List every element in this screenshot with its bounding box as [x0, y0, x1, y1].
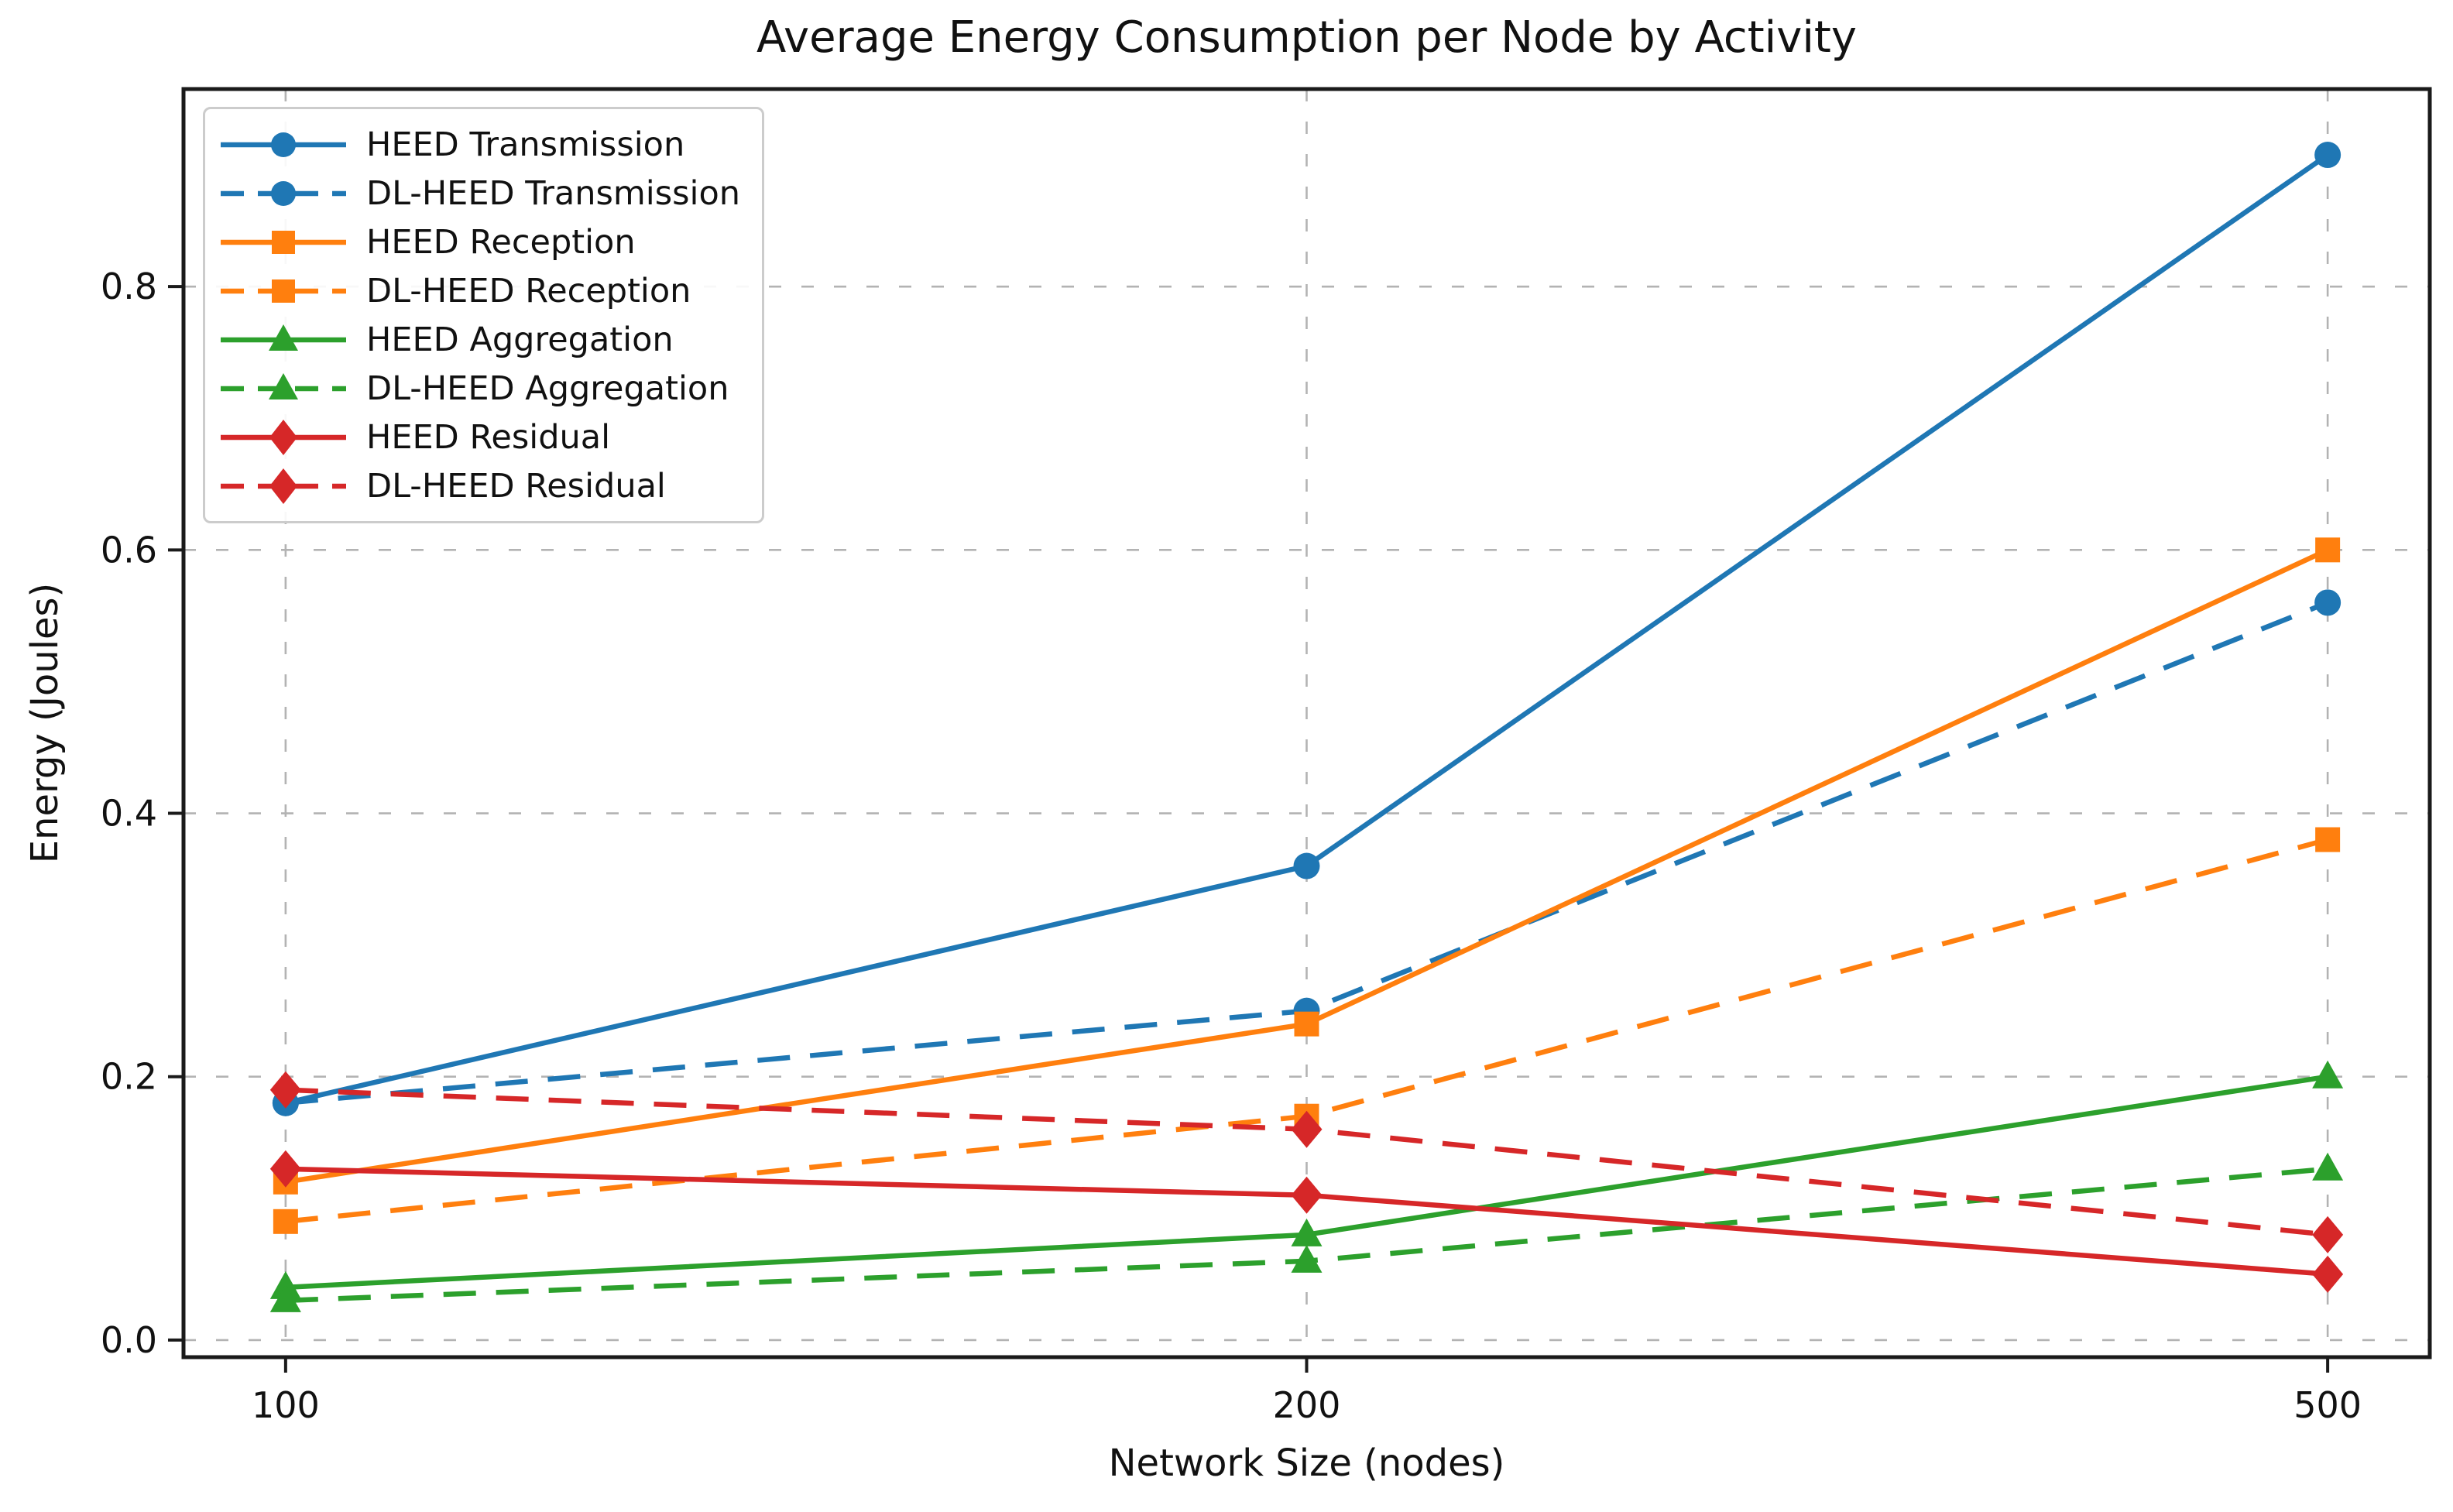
legend-label: HEED Aggregation	[366, 320, 674, 359]
y-tick-label: 0.8	[101, 266, 157, 307]
legend-item: DL-HEED Residual	[218, 461, 740, 510]
x-tick-label: 500	[2293, 1384, 2362, 1426]
legend-sample-square-icon	[221, 279, 346, 303]
series-marker-square	[273, 1209, 298, 1234]
legend-label: DL-HEED Transmission	[366, 173, 741, 213]
legend-sample-circle-icon	[221, 180, 346, 206]
legend-label: DL-HEED Reception	[366, 271, 691, 310]
y-tick-label: 0.0	[101, 1319, 157, 1361]
series-marker-triangle	[2312, 1152, 2344, 1181]
legend-item: DL-HEED Aggregation	[218, 364, 740, 413]
series-marker-square	[2315, 537, 2341, 563]
legend-sample-circle-icon	[221, 132, 346, 157]
legend-sample-diamond-icon	[221, 468, 346, 504]
x-axis-label: Network Size (nodes)	[1108, 1442, 1505, 1485]
series-marker-triangle	[1291, 1244, 1323, 1273]
legend-label: DL-HEED Residual	[366, 466, 666, 506]
legend-item: HEED Aggregation	[218, 315, 740, 364]
legend-item: HEED Transmission	[218, 120, 740, 169]
legend: HEED Transmission DL-HEED Transmission HEE…	[203, 107, 765, 523]
y-tick-label: 0.6	[101, 529, 157, 571]
x-tick-label: 200	[1273, 1384, 1341, 1426]
series-marker-diamond	[2312, 1255, 2344, 1293]
series-marker-diamond	[269, 1150, 301, 1188]
legend-label: HEED Residual	[366, 417, 611, 457]
legend-item: HEED Reception	[218, 218, 740, 266]
series-marker-square	[1294, 1011, 1319, 1037]
legend-item: DL-HEED Transmission	[218, 169, 740, 218]
legend-label: HEED Transmission	[366, 125, 685, 164]
y-tick-label: 0.2	[101, 1056, 157, 1098]
legend-sample-triangle-icon	[221, 372, 346, 399]
legend-sample-diamond-icon	[221, 419, 346, 455]
legend-sample-triangle-icon	[221, 324, 346, 351]
series-marker-diamond	[2312, 1215, 2344, 1253]
series-marker-circle	[2314, 142, 2342, 169]
legend-label: HEED Reception	[366, 222, 636, 262]
series-marker-diamond	[1291, 1110, 1323, 1148]
legend-item: HEED Residual	[218, 413, 740, 461]
series-marker-triangle	[1291, 1218, 1323, 1246]
series-marker-triangle	[269, 1284, 301, 1312]
chart-title: Average Energy Consumption per Node by A…	[756, 12, 1857, 63]
legend-sample-square-icon	[221, 230, 346, 254]
series-marker-square	[2315, 827, 2341, 852]
legend-label: DL-HEED Aggregation	[366, 369, 729, 408]
series-marker-diamond	[269, 1071, 301, 1109]
series-marker-diamond	[1291, 1176, 1323, 1214]
series-marker-circle	[2314, 589, 2342, 616]
series-marker-circle	[1293, 852, 1320, 879]
legend-item: DL-HEED Reception	[218, 266, 740, 315]
y-tick-label: 0.4	[101, 793, 157, 835]
x-tick-label: 100	[252, 1384, 320, 1426]
y-axis-label: Energy (Joules)	[23, 582, 67, 864]
series-marker-triangle	[2312, 1060, 2344, 1089]
